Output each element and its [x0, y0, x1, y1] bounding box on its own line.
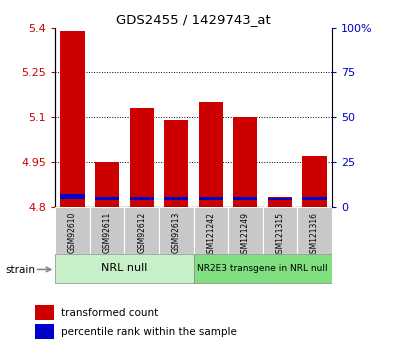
- Bar: [228, 207, 263, 254]
- Bar: [90, 207, 124, 254]
- Bar: [194, 207, 228, 254]
- Bar: [95, 162, 119, 207]
- Bar: [233, 197, 258, 200]
- Bar: [297, 207, 332, 254]
- Bar: [199, 197, 223, 200]
- Bar: [60, 195, 85, 199]
- Text: NRL null: NRL null: [101, 263, 148, 273]
- Text: percentile rank within the sample: percentile rank within the sample: [61, 327, 237, 337]
- Bar: [164, 197, 188, 200]
- Bar: [263, 207, 297, 254]
- Bar: [194, 255, 332, 283]
- Title: GDS2455 / 1429743_at: GDS2455 / 1429743_at: [116, 13, 271, 27]
- Text: GSM121316: GSM121316: [310, 211, 319, 258]
- Bar: [95, 197, 119, 200]
- Text: GSM92611: GSM92611: [103, 211, 112, 253]
- Text: GSM121242: GSM121242: [206, 211, 215, 257]
- Text: GSM121249: GSM121249: [241, 211, 250, 258]
- Bar: [233, 117, 258, 207]
- Text: GSM92613: GSM92613: [172, 211, 181, 253]
- Bar: [55, 255, 194, 283]
- Text: GSM121315: GSM121315: [275, 211, 284, 258]
- Text: NR2E3 transgene in NRL null: NR2E3 transgene in NRL null: [198, 264, 328, 273]
- Bar: [303, 156, 327, 207]
- Bar: [268, 198, 292, 200]
- Bar: [60, 31, 85, 207]
- Bar: [303, 197, 327, 200]
- Bar: [159, 207, 194, 254]
- Bar: [164, 120, 188, 207]
- Text: strain: strain: [5, 265, 35, 275]
- Bar: [55, 207, 90, 254]
- Bar: [268, 197, 292, 207]
- Bar: [130, 108, 154, 207]
- Text: GSM92612: GSM92612: [137, 211, 146, 253]
- Bar: [130, 197, 154, 200]
- Bar: [199, 102, 223, 207]
- Bar: [124, 207, 159, 254]
- Text: GSM92610: GSM92610: [68, 211, 77, 253]
- Bar: [35, 305, 54, 320]
- Text: transformed count: transformed count: [61, 308, 158, 318]
- Bar: [35, 324, 54, 339]
